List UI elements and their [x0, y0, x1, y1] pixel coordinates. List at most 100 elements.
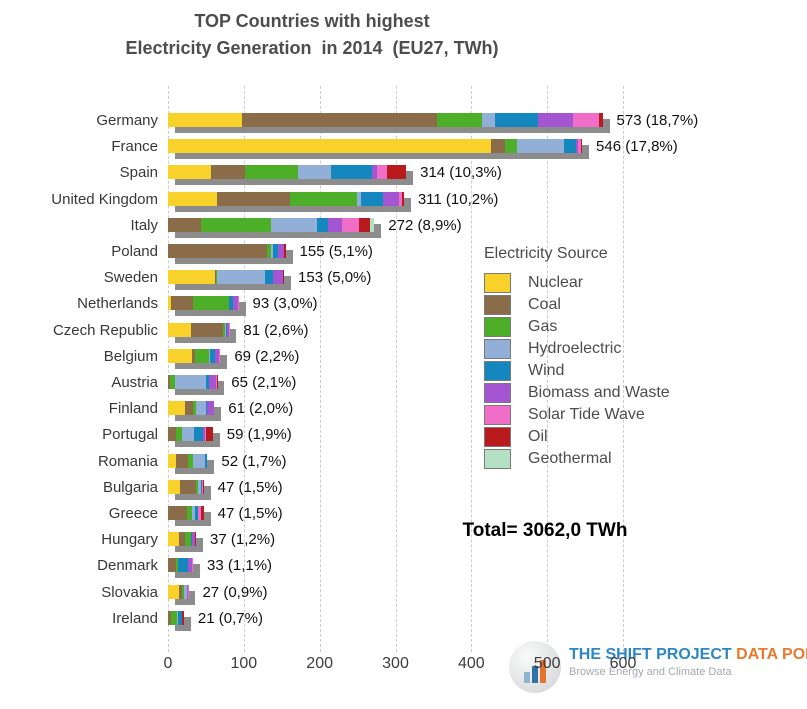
bar-segment-coal[interactable] — [168, 558, 177, 572]
bar-segment-biomass-and-waste[interactable] — [371, 165, 377, 179]
bar-segment-solar-tide-wave[interactable] — [342, 218, 360, 232]
bar-segment-nuclear[interactable] — [168, 454, 177, 468]
legend-item-wind[interactable]: Wind — [484, 360, 670, 382]
bar-segment-gas[interactable] — [170, 375, 175, 389]
bar-segment-hydroelectric[interactable] — [481, 113, 495, 127]
bar-segment-oil[interactable] — [182, 611, 184, 625]
bar-segment-gas[interactable] — [222, 323, 225, 337]
bar-segment-gas[interactable] — [195, 349, 209, 363]
bar-segment-biomass-and-waste[interactable] — [328, 218, 343, 232]
bar-segment-gas[interactable] — [200, 218, 272, 232]
bar-segment-gas[interactable] — [267, 244, 272, 258]
shift-project-logo[interactable]: THE SHIFT PROJECT DATA PORTAL Browse Ene… — [509, 641, 807, 693]
bar-segment-wind[interactable] — [195, 506, 199, 520]
bar-segment-biomass-and-waste[interactable] — [382, 192, 400, 206]
bar-segment-oil[interactable] — [359, 218, 370, 232]
bar-segment-gas[interactable] — [184, 532, 191, 546]
bar-segment-solar-tide-wave[interactable] — [572, 113, 599, 127]
bar-segment-nuclear[interactable] — [168, 296, 172, 310]
bar-segment-coal[interactable] — [168, 218, 201, 232]
bar-segment-coal[interactable] — [176, 454, 189, 468]
bar-segment-gas[interactable] — [188, 454, 194, 468]
legend-item-gas[interactable]: Gas — [484, 316, 670, 338]
bar-segment-wind[interactable] — [316, 218, 328, 232]
bar-segment-nuclear[interactable] — [168, 192, 217, 206]
bar-segment-wind[interactable] — [226, 323, 228, 337]
bar-segment-coal[interactable] — [168, 427, 177, 441]
bar-segment-wind[interactable] — [193, 427, 203, 441]
bar-segment-wind[interactable] — [209, 349, 215, 363]
bar-segment-biomass-and-waste[interactable] — [215, 349, 219, 363]
bar-segment-solar-tide-wave[interactable] — [237, 296, 239, 310]
bar-segment-gas[interactable] — [504, 139, 517, 153]
bar-segment-coal[interactable] — [179, 585, 182, 599]
bar-segment-hydroelectric[interactable] — [174, 375, 206, 389]
bar-segment-biomass-and-waste[interactable] — [575, 139, 579, 153]
bar-segment-hydroelectric[interactable] — [216, 270, 266, 284]
bar-segment-nuclear[interactable] — [168, 532, 180, 546]
bar-segment-wind[interactable] — [331, 165, 372, 179]
bar-segment-wind[interactable] — [177, 558, 188, 572]
bar-segment-nuclear[interactable] — [168, 401, 186, 415]
bar-segment-coal[interactable] — [168, 375, 171, 389]
bar-segment-wind[interactable] — [494, 113, 539, 127]
bar-segment-solar-tide-wave[interactable] — [578, 139, 582, 153]
bar-segment-coal[interactable] — [211, 165, 246, 179]
bar-segment-solar-tide-wave[interactable] — [218, 349, 221, 363]
bar-segment-biomass-and-waste[interactable] — [273, 270, 283, 284]
bar-segment-coal[interactable] — [168, 506, 187, 520]
bar-segment-coal[interactable] — [190, 323, 223, 337]
bar-segment-hydroelectric[interactable] — [298, 165, 332, 179]
bar-segment-nuclear[interactable] — [168, 270, 216, 284]
bar-segment-coal[interactable] — [168, 244, 268, 258]
bar-segment-biomass-and-waste[interactable] — [191, 532, 196, 546]
bar-segment-hydroelectric[interactable] — [193, 454, 206, 468]
bar-segment-gas[interactable] — [186, 506, 193, 520]
bar-segment-hydroelectric[interactable] — [181, 427, 194, 441]
bar-segment-wind[interactable] — [177, 611, 182, 625]
bar-segment-wind[interactable] — [205, 375, 209, 389]
bar-segment-wind[interactable] — [361, 192, 383, 206]
bar-segment-hydroelectric[interactable] — [224, 323, 227, 337]
bar-segment-biomass-and-waste[interactable] — [206, 401, 215, 415]
bar-segment-oil[interactable] — [282, 270, 285, 284]
bar-segment-biomass-and-waste[interactable] — [227, 323, 229, 337]
bar-segment-biomass-and-waste[interactable] — [202, 427, 206, 441]
bar-segment-biomass-and-waste[interactable] — [181, 611, 183, 625]
bar-segment-wind[interactable] — [272, 244, 278, 258]
bar-segment-biomass-and-waste[interactable] — [208, 375, 216, 389]
bar-segment-coal[interactable] — [185, 401, 194, 415]
bar-segment-wind[interactable] — [205, 454, 208, 468]
bar-segment-gas[interactable] — [176, 427, 182, 441]
bar-segment-coal[interactable] — [215, 270, 216, 284]
bar-segment-hydroelectric[interactable] — [192, 506, 196, 520]
bar-segment-wind[interactable] — [190, 532, 192, 546]
bar-segment-gas[interactable] — [193, 296, 229, 310]
legend-item-hydroelectric[interactable]: Hydroelectric — [484, 338, 670, 360]
bar-segment-oil[interactable] — [202, 480, 204, 494]
bar-segment-biomass-and-waste[interactable] — [233, 296, 238, 310]
bar-segment-solar-tide-wave[interactable] — [198, 506, 202, 520]
bar-segment-solar-tide-wave[interactable] — [376, 165, 388, 179]
bar-segment-gas[interactable] — [215, 270, 217, 284]
bar-segment-coal[interactable] — [180, 480, 197, 494]
bar-segment-hydroelectric[interactable] — [356, 192, 362, 206]
bar-segment-gas[interactable] — [181, 585, 184, 599]
legend-item-coal[interactable]: Coal — [484, 294, 670, 316]
bar-segment-gas[interactable] — [176, 558, 178, 572]
bar-segment-nuclear[interactable] — [168, 139, 492, 153]
bar-segment-solar-tide-wave[interactable] — [228, 323, 230, 337]
bar-segment-nuclear[interactable] — [168, 113, 242, 127]
bar-segment-hydroelectric[interactable] — [183, 585, 187, 599]
bar-segment-wind[interactable] — [205, 401, 207, 415]
bar-segment-oil[interactable] — [402, 192, 404, 206]
legend-item-biomass-and-waste[interactable]: Biomass and Waste — [484, 382, 670, 404]
legend-item-nuclear[interactable]: Nuclear — [484, 272, 670, 294]
bar-segment-hydroelectric[interactable] — [196, 401, 206, 415]
bar-segment-solar-tide-wave[interactable] — [399, 192, 403, 206]
bar-segment-oil[interactable] — [598, 113, 603, 127]
bar-segment-biomass-and-waste[interactable] — [538, 113, 573, 127]
bar-segment-coal[interactable] — [216, 192, 291, 206]
bar-segment-oil[interactable] — [581, 139, 583, 153]
bar-segment-coal[interactable] — [491, 139, 505, 153]
